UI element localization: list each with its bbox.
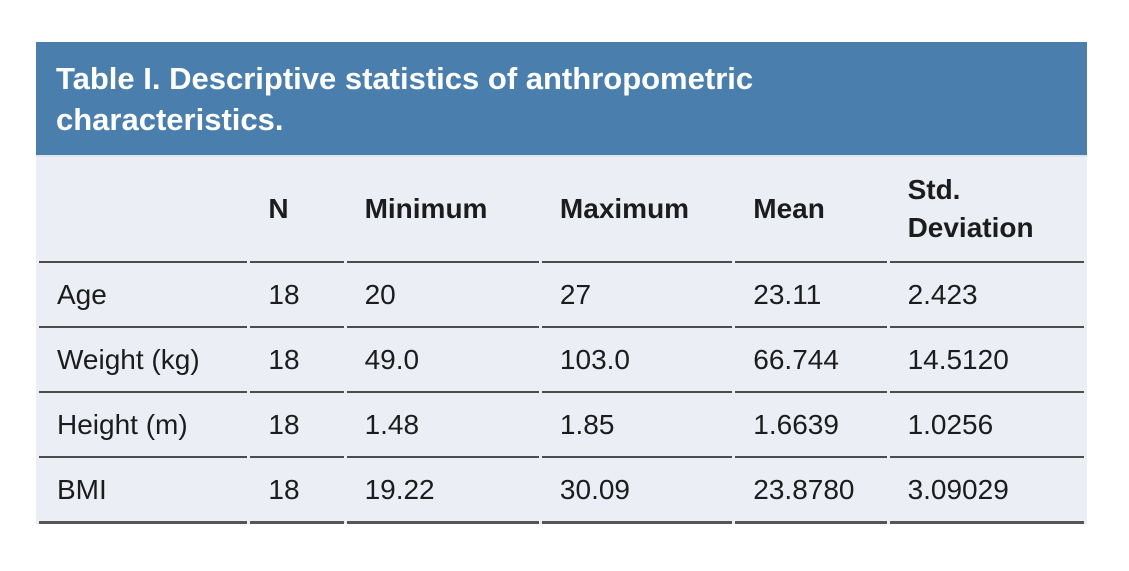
table-row-height: Height (m) 18 1.48 1.85 1.6639 1.0256 bbox=[39, 393, 1084, 458]
table-title-bar: Table I. Descriptive statistics of anthr… bbox=[36, 42, 1087, 157]
cell-std-deviation: 14.5120 bbox=[889, 328, 1084, 393]
cell-maximum: 103.0 bbox=[541, 328, 733, 393]
col-header-mean: Mean bbox=[735, 157, 887, 263]
col-header-minimum: Minimum bbox=[346, 157, 539, 263]
cell-n: 18 bbox=[250, 458, 344, 524]
table-row-age: Age 18 20 27 23.11 2.423 bbox=[39, 263, 1084, 328]
cell-minimum: 49.0 bbox=[346, 328, 539, 393]
col-header-n: N bbox=[250, 157, 344, 263]
cell-maximum: 30.09 bbox=[541, 458, 733, 524]
cell-mean: 23.8780 bbox=[735, 458, 887, 524]
table-row-bmi: BMI 18 19.22 30.09 23.8780 3.09029 bbox=[39, 458, 1084, 524]
cell-n: 18 bbox=[250, 263, 344, 328]
cell-mean: 1.6639 bbox=[735, 393, 887, 458]
descriptive-statistics-table: N Minimum Maximum Mean Std. Deviation Ag… bbox=[36, 157, 1087, 524]
cell-mean: 23.11 bbox=[735, 263, 887, 328]
cell-std-deviation: 2.423 bbox=[889, 263, 1084, 328]
table-row-weight: Weight (kg) 18 49.0 103.0 66.744 14.5120 bbox=[39, 328, 1084, 393]
row-label: Height (m) bbox=[39, 393, 248, 458]
cell-n: 18 bbox=[250, 393, 344, 458]
stats-table-card: Table I. Descriptive statistics of anthr… bbox=[36, 42, 1087, 524]
row-label: Weight (kg) bbox=[39, 328, 248, 393]
cell-maximum: 27 bbox=[541, 263, 733, 328]
cell-minimum: 1.48 bbox=[346, 393, 539, 458]
cell-std-deviation: 1.0256 bbox=[889, 393, 1084, 458]
table-title: Table I. Descriptive statistics of anthr… bbox=[56, 61, 754, 137]
row-label: Age bbox=[39, 263, 248, 328]
row-label: BMI bbox=[39, 458, 248, 524]
col-header-maximum: Maximum bbox=[541, 157, 733, 263]
header-row: N Minimum Maximum Mean Std. Deviation bbox=[39, 157, 1084, 263]
cell-std-deviation: 3.09029 bbox=[889, 458, 1084, 524]
cell-n: 18 bbox=[250, 328, 344, 393]
cell-mean: 66.744 bbox=[735, 328, 887, 393]
col-header-rowlabel bbox=[39, 157, 248, 263]
cell-minimum: 20 bbox=[346, 263, 539, 328]
cell-maximum: 1.85 bbox=[541, 393, 733, 458]
cell-minimum: 19.22 bbox=[346, 458, 539, 524]
col-header-std-deviation: Std. Deviation bbox=[889, 157, 1084, 263]
